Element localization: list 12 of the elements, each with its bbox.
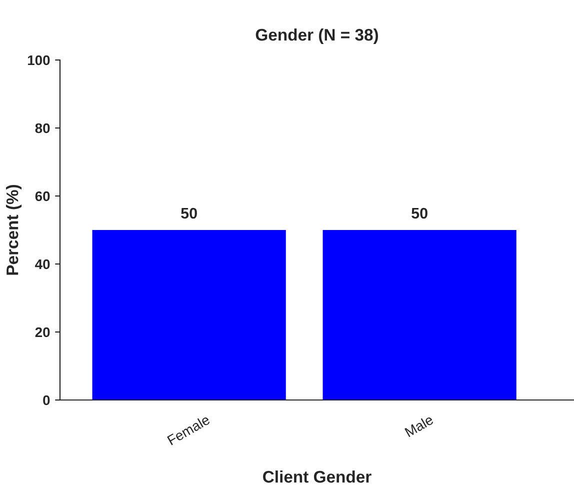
y-axis-title: Percent (%) — [6, 184, 22, 275]
data-label: 50 — [412, 208, 428, 219]
y-tick-label: 60 — [35, 191, 50, 202]
y-tick-label: 100 — [28, 55, 50, 66]
chart-title: Gender (N = 38) — [256, 28, 378, 44]
x-axis-title: Client Gender — [263, 470, 372, 483]
x-tick-label: Male — [404, 414, 434, 438]
y-tick-label: 80 — [35, 123, 50, 134]
y-tick-label: 0 — [43, 395, 50, 406]
data-label: 50 — [181, 208, 197, 219]
y-tick-label: 20 — [35, 327, 50, 338]
y-tick-label: 40 — [35, 259, 50, 270]
